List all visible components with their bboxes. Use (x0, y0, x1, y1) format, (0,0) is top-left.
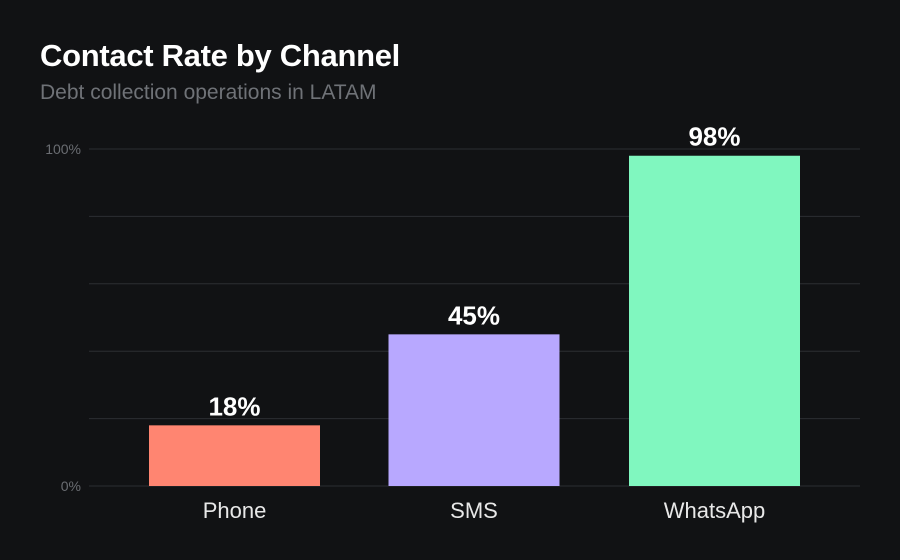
data-label: 98% (688, 122, 740, 152)
chart-subtitle: Debt collection operations in LATAM (40, 81, 377, 104)
data-label: 45% (448, 300, 500, 330)
data-label: 18% (208, 391, 260, 421)
y-tick-label: 100% (45, 141, 81, 157)
bar-whatsapp (629, 155, 800, 487)
bar-phone (149, 425, 320, 486)
x-tick-label: Phone (203, 498, 267, 523)
x-tick-label: SMS (450, 498, 498, 523)
chart-title: Contact Rate by Channel (40, 38, 400, 73)
bar-sms (388, 334, 560, 486)
x-tick-label: WhatsApp (664, 498, 766, 523)
y-tick-label: 0% (61, 478, 81, 494)
